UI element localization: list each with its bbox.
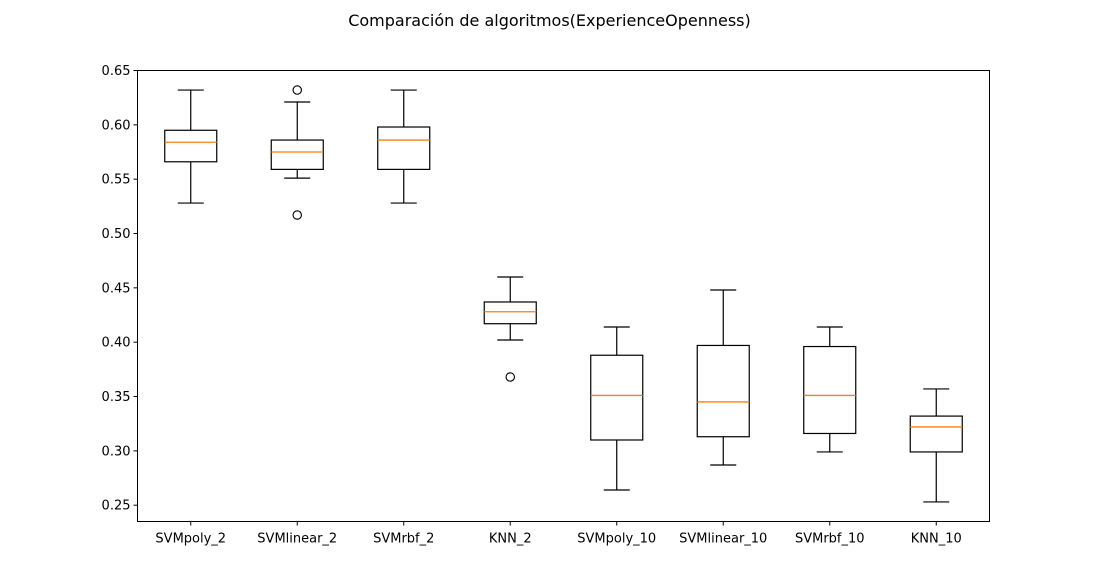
y-tick-label: 0.35: [102, 390, 131, 405]
box-iqr: [803, 345, 857, 435]
x-tick-label: SVMlinear_10: [679, 532, 767, 547]
axes-frame: [137, 70, 990, 522]
x-tick-label: SVMrbf_10: [795, 532, 865, 547]
y-tick-label: 0.55: [102, 173, 131, 188]
box-iqr: [164, 129, 218, 163]
box-iqr: [483, 301, 537, 325]
box-iqr: [270, 139, 324, 170]
plot-area: 0.25 0.30 0.35 0.40 0.45 0.50 0.55 0.60 0.65 SVMp…: [102, 64, 963, 547]
flier-point: [292, 210, 302, 220]
box-iqr: [696, 344, 750, 438]
flier-point: [292, 85, 302, 95]
flier-point: [505, 372, 515, 382]
x-tick-label: SVMrbf_2: [373, 532, 434, 547]
x-tick-label: KNN_10: [911, 532, 962, 547]
y-tick-label: 0.45: [102, 281, 131, 296]
y-tick-label: 0.65: [102, 64, 131, 79]
x-tick-label: SVMlinear_2: [257, 532, 337, 547]
x-tick-label: KNN_2: [489, 532, 532, 547]
y-tick-label: 0.60: [102, 118, 131, 133]
box-iqr: [590, 354, 644, 441]
box-iqr: [909, 415, 963, 453]
x-tick-label: SVMpoly_10: [577, 532, 656, 547]
chart-title: Comparación de algoritmos(ExperienceOpen…: [348, 11, 751, 30]
box-iqr: [377, 126, 431, 170]
y-tick-label: 0.30: [102, 444, 131, 459]
y-tick-label: 0.50: [102, 227, 131, 242]
x-tick-label: SVMpoly_2: [155, 532, 226, 547]
y-tick-label: 0.25: [102, 499, 131, 514]
y-tick-label: 0.40: [102, 336, 131, 351]
